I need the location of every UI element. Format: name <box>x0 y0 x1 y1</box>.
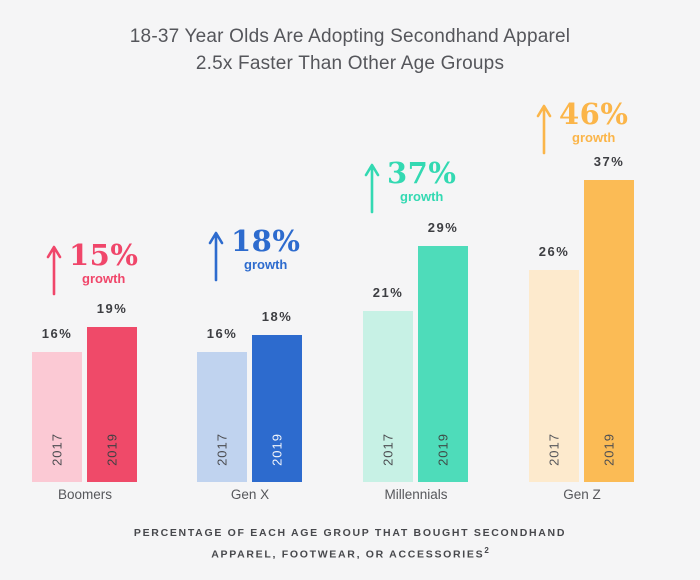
bar-year-label: 2019 <box>269 433 285 466</box>
chart-title: 18-37 Year Olds Are Adopting Secondhand … <box>0 23 700 77</box>
bar-gen-z-2017: 26% 2017 <box>529 244 579 482</box>
bar-year-label: 2017 <box>214 433 230 466</box>
chart-title-line2: 2.5x Faster Than Other Age Groups <box>195 53 505 74</box>
bar-boomers-2017: 16% 2017 <box>32 326 82 482</box>
growth-value: 15% <box>69 238 139 272</box>
growth-annotation-gen-x: 18% growth <box>206 226 300 282</box>
bar-value-label: 29% <box>427 220 459 235</box>
growth-text: 15% growth <box>69 238 139 287</box>
bar-value-label: 19% <box>96 301 128 316</box>
bar-millennials-2017: 21% 2017 <box>363 285 413 482</box>
growth-annotation-boomers: 15% growth <box>44 240 138 296</box>
bar-year-label: 2017 <box>49 433 65 466</box>
bar-value-label: 37% <box>593 154 625 169</box>
bar-gen-x-2017: 16% 2017 <box>197 326 247 482</box>
growth-arrow-icon <box>208 231 224 282</box>
bar-gen-x-2019: 18% 2019 <box>252 309 302 482</box>
footnote-superscript: 2 <box>484 546 489 555</box>
growth-arrow-icon <box>536 104 552 155</box>
bar-year-label: 2019 <box>601 433 617 466</box>
chart-footnote-line2: APPAREL, FOOTWEAR, OR ACCESSORIES2 <box>211 546 489 561</box>
bar-value-label: 18% <box>261 309 293 324</box>
growth-value: 46% <box>559 97 629 131</box>
bar-year-label: 2017 <box>380 433 396 466</box>
bar-year-label: 2019 <box>104 433 120 466</box>
bar-value-label: 16% <box>41 326 73 341</box>
bar-value-label: 16% <box>206 326 238 341</box>
growth-annotation-millennials: 37% growth <box>362 158 456 214</box>
chart-title-line1: 18-37 Year Olds Are Adopting Secondhand … <box>129 26 571 47</box>
growth-caption: growth <box>244 257 288 272</box>
bar-value-label: 21% <box>372 285 404 300</box>
bar-value-label: 26% <box>538 244 570 259</box>
growth-caption: growth <box>82 271 126 286</box>
category-label-millennials: Millennials <box>384 487 448 502</box>
chart-footnote-line1: PERCENTAGE OF EACH AGE GROUP THAT BOUGHT… <box>133 527 567 539</box>
growth-caption: growth <box>400 189 444 204</box>
bar-millennials-2019: 29% 2019 <box>418 220 468 482</box>
growth-value: 37% <box>387 156 457 190</box>
growth-arrow-icon <box>46 245 62 296</box>
growth-text: 18% growth <box>231 224 301 273</box>
category-label-gen-x: Gen X <box>230 487 270 502</box>
growth-arrow-icon <box>364 163 380 214</box>
category-label-boomers: Boomers <box>57 487 113 502</box>
growth-annotation-gen-z: 46% growth <box>534 99 628 155</box>
bar-gen-z-2019: 37% 2019 <box>584 154 634 482</box>
growth-text: 37% growth <box>387 156 457 205</box>
growth-value: 18% <box>231 224 301 258</box>
growth-text: 46% growth <box>559 97 629 146</box>
chart-footnote: PERCENTAGE OF EACH AGE GROUP THAT BOUGHT… <box>0 525 700 564</box>
bar-boomers-2019: 19% 2019 <box>87 301 137 482</box>
bar-year-label: 2019 <box>435 433 451 466</box>
category-label-gen-z: Gen Z <box>563 487 601 502</box>
growth-caption: growth <box>572 130 616 145</box>
bar-year-label: 2017 <box>546 433 562 466</box>
